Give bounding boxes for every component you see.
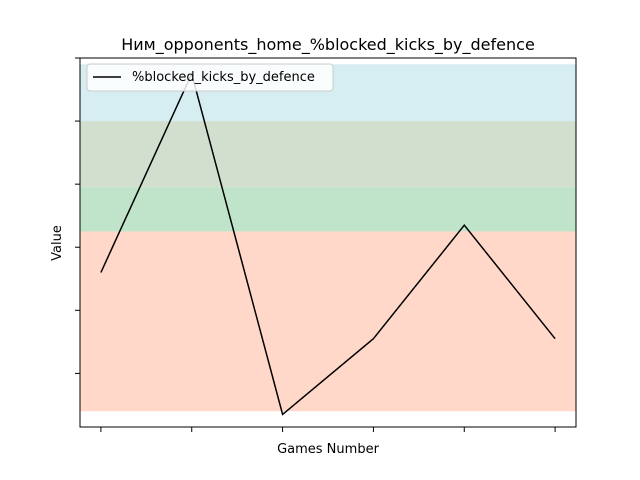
legend-box	[86, 63, 334, 92]
background-band-1	[80, 231, 576, 412]
legend: %blocked_kicks_by_defence	[86, 63, 334, 92]
plot-frame	[79, 57, 577, 428]
x-axis-label: Games Number	[277, 442, 379, 457]
x-axis-ticks	[100, 427, 556, 432]
background-band-2	[80, 187, 576, 232]
legend-label: %blocked_kicks_by_defence	[132, 70, 315, 85]
background-bands	[80, 64, 576, 412]
chart-title: Ним_opponents_home_%blocked_kicks_by_def…	[121, 35, 535, 55]
series-line-blocked-kicks	[100, 71, 556, 416]
y-axis-ticks	[75, 57, 80, 374]
background-band-3	[80, 121, 576, 188]
y-axis-label: Value	[50, 225, 65, 261]
